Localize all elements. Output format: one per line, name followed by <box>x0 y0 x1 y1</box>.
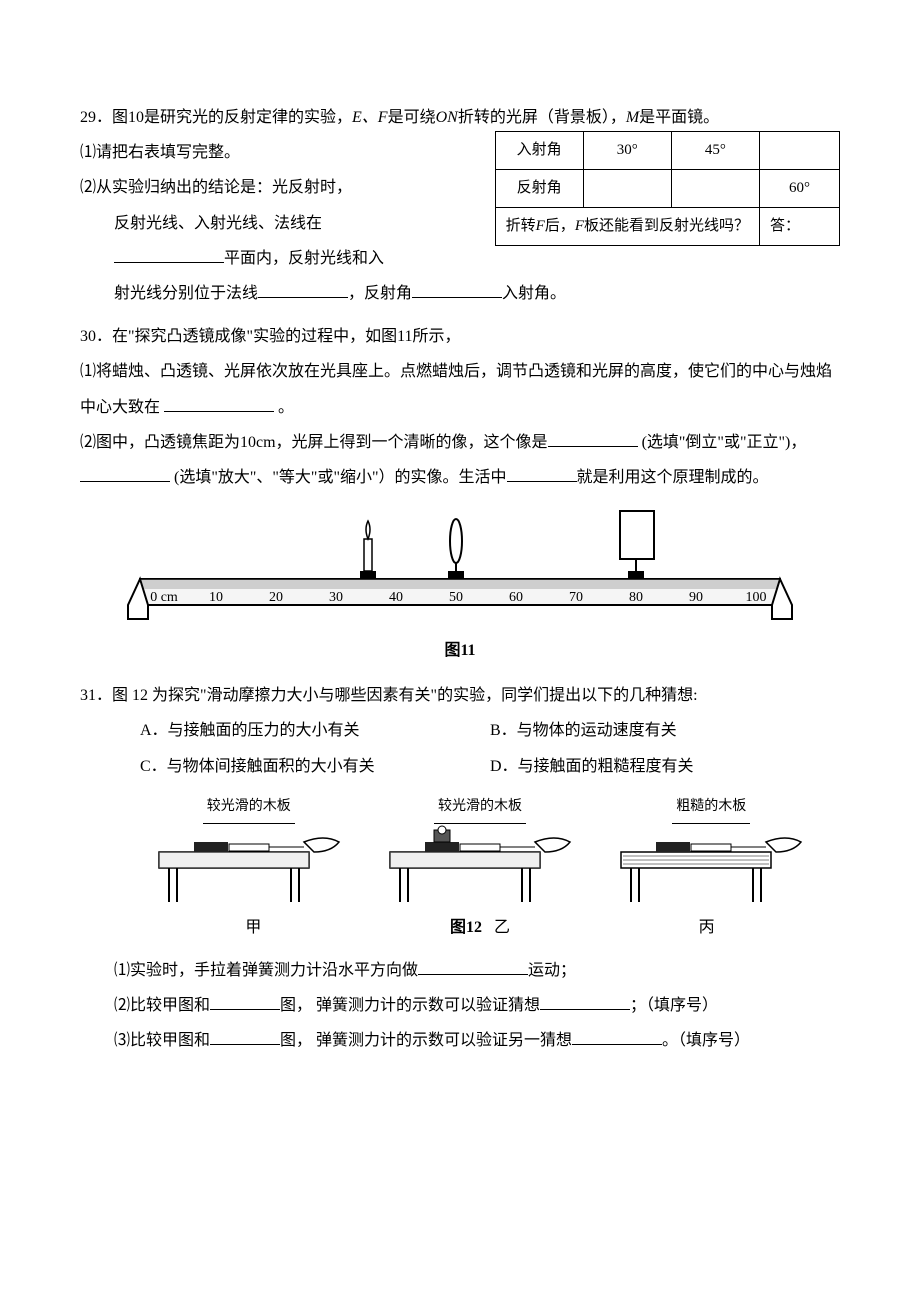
blank-side <box>258 280 348 298</box>
q29-p1: ⑴请把右表填写完整。 <box>80 135 485 170</box>
lens-icon <box>448 519 464 579</box>
svg-text:20: 20 <box>269 590 283 605</box>
svg-text:10: 10 <box>209 590 223 605</box>
q29-stem: 29．图10是研究光的反射定律的实验，E、F是可绕ON折转的光屏（背景板），M是… <box>80 100 840 135</box>
cell-blank-1 <box>760 132 840 170</box>
svg-text:40: 40 <box>389 590 403 605</box>
q29-row3-q: 折转F后，F板还能看到反射光线吗？ <box>495 208 759 246</box>
svg-text:0 cm: 0 cm <box>150 590 178 605</box>
screen-icon <box>620 511 654 579</box>
q29-table: 入射角 30° 45° 反射角 60° 折转F后，F板还能看到反射光线吗？ 答： <box>495 131 840 246</box>
q31-stem: 31．图 12 为探究"滑动摩擦力大小与哪些因素有关"的实验，同学们提出以下的几… <box>80 678 840 713</box>
figure-12: 较光滑的木板 较光滑的木板 <box>80 788 840 904</box>
thead-reflect: 反射角 <box>495 170 583 208</box>
thead-incident: 入射角 <box>495 132 583 170</box>
q31-p3: ⑶比较甲图和图， 弹簧测力计的示数可以验证另一猜想。（填序号） <box>80 1023 840 1058</box>
svg-text:50: 50 <box>449 590 463 605</box>
fig12-yi: 较光滑的木板 <box>371 788 589 904</box>
q29-ef: E、F <box>352 109 388 126</box>
q31-options: A．与接触面的压力的大小有关 B．与物体的运动速度有关 C．与物体间接触面积的大… <box>80 713 840 783</box>
cap-jia: 甲 <box>140 910 367 945</box>
blank-height <box>164 394 274 412</box>
q29-on: ON <box>436 109 458 126</box>
q29-p2b: 反射光线、入射光线、法线在 <box>80 206 485 241</box>
cap-bing: 丙 <box>593 910 820 945</box>
cell-45: 45° <box>671 132 759 170</box>
q29-stem-text: 29．图10是研究光的反射定律的实验， <box>80 109 352 126</box>
blank-motion <box>418 957 528 975</box>
fig11-label: 图11 <box>80 633 840 668</box>
cell-60: 60° <box>760 170 840 208</box>
optical-bench-svg: 0 cm 10 20 30 40 50 60 70 80 90 100 <box>120 501 800 631</box>
q30-stem: 30．在"探究凸透镜成像"实验的过程中，如图11所示， <box>80 319 840 354</box>
fig12-captions: 甲 图12 乙 丙 <box>80 910 840 945</box>
svg-text:80: 80 <box>629 590 643 605</box>
option-d: D．与接触面的粗糙程度有关 <box>490 749 840 784</box>
option-a: A．与接触面的压力的大小有关 <box>140 713 490 748</box>
svg-text:30: 30 <box>329 590 343 605</box>
svg-text:90: 90 <box>689 590 703 605</box>
cell-30: 30° <box>583 132 671 170</box>
cell-blank-2 <box>583 170 671 208</box>
blank-fig-a <box>210 992 280 1010</box>
q30-p1: ⑴将蜡烛、凸透镜、光屏依次放在光具座上。点燃蜡烛后，调节凸透镜和光屏的高度，使它… <box>80 354 840 424</box>
svg-text:70: 70 <box>569 590 583 605</box>
fig12-jia: 较光滑的木板 <box>140 788 358 904</box>
blank-plane <box>114 245 224 263</box>
figure-11: 0 cm 10 20 30 40 50 60 70 80 90 100 <box>80 501 840 668</box>
fig12-bing: 粗糙的木板 <box>602 788 820 904</box>
cap-yi: 乙 <box>494 919 510 936</box>
option-b: B．与物体的运动速度有关 <box>490 713 840 748</box>
blank-guess-b <box>572 1028 662 1046</box>
question-31: 31．图 12 为探究"滑动摩擦力大小与哪些因素有关"的实验，同学们提出以下的几… <box>80 678 840 1058</box>
blank-size <box>80 464 170 482</box>
q29-p2a: ⑵从实验归纳出的结论是：光反射时， <box>80 170 485 205</box>
q31-p1: ⑴实验时，手拉着弹簧测力计沿水平方向做运动； <box>80 953 840 988</box>
q29-p2c-line: 平面内，反射光线和入 <box>80 241 485 276</box>
fig12-label: 图12 <box>450 919 482 936</box>
option-c: C．与物体间接触面积的大小有关 <box>140 749 490 784</box>
question-29: 29．图10是研究光的反射定律的实验，E、F是可绕ON折转的光屏（背景板），M是… <box>80 100 840 311</box>
q31-p2: ⑵比较甲图和图， 弹簧测力计的示数可以验证猜想；（填序号） <box>80 988 840 1023</box>
q30-p2: ⑵图中，凸透镜焦距为10cm，光屏上得到一个清晰的像，这个像是 (选填"倒立"或… <box>80 425 840 495</box>
candle-icon <box>360 521 376 579</box>
question-30: 30．在"探究凸透镜成像"实验的过程中，如图11所示， ⑴将蜡烛、凸透镜、光屏依… <box>80 319 840 668</box>
cell-blank-3 <box>671 170 759 208</box>
blank-guess-a <box>540 992 630 1010</box>
q29-m: M <box>626 109 639 126</box>
q29-left: ⑴请把右表填写完整。 ⑵从实验归纳出的结论是：光反射时， 反射光线、入射光线、法… <box>80 135 485 276</box>
svg-text:60: 60 <box>509 590 523 605</box>
q29-row3-a: 答： <box>760 208 840 246</box>
blank-device <box>507 464 577 482</box>
blank-fig-b <box>210 1028 280 1046</box>
blank-equal <box>412 280 502 298</box>
blank-inverted <box>548 429 638 447</box>
svg-text:100: 100 <box>746 590 767 605</box>
q29-p2d-line: 射光线分别位于法线，反射角入射角。 <box>80 276 840 311</box>
